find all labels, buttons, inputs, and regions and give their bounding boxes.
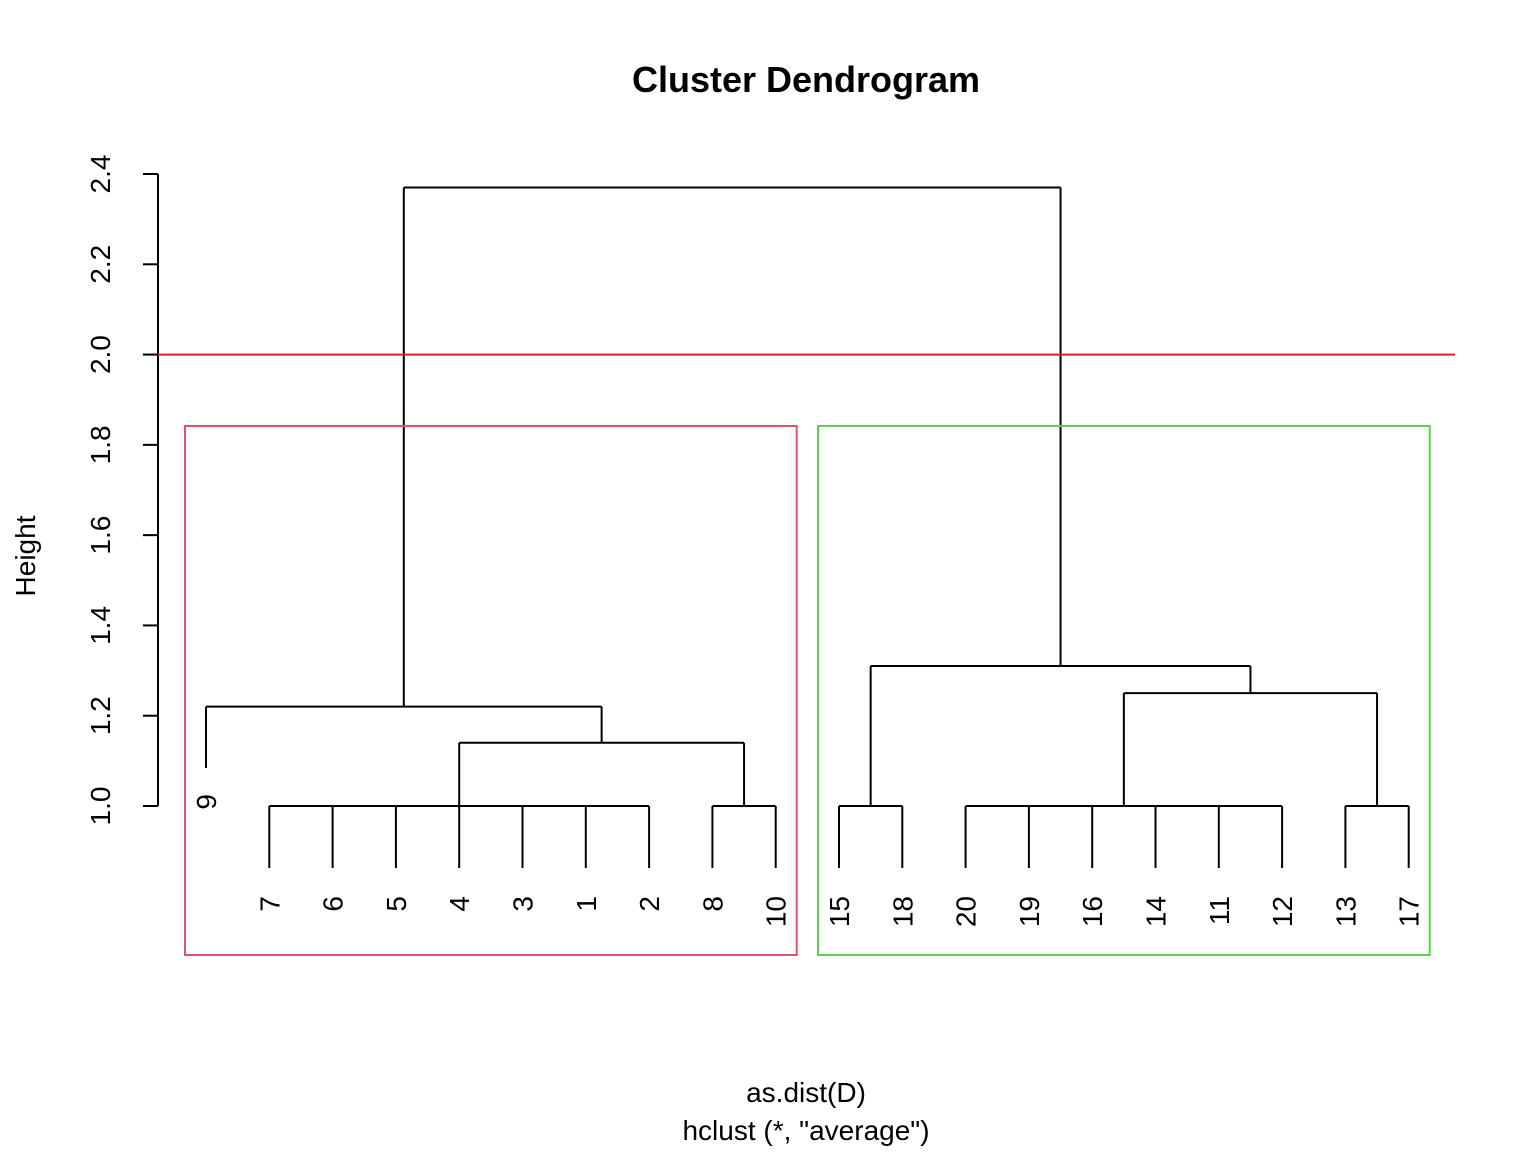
y-tick-label: 2.0: [85, 335, 116, 374]
leaf-label: 18: [887, 896, 918, 927]
x-axis-label: as.dist(D): [746, 1077, 866, 1108]
leaf-label: 6: [318, 896, 349, 912]
leaf-labels: 97 6 5 4 3 1 2 8 10 15 18 20 19 16 14 11 12 13 17: [191, 794, 1425, 927]
cluster-box-1: [184, 425, 798, 956]
y-tick-label: 2.4: [85, 155, 116, 194]
chart-title: Cluster Dendrogram: [632, 59, 980, 100]
y-tick-label: 1.0: [85, 787, 116, 826]
leaf-label: 15: [824, 896, 855, 927]
leaf-label: 11: [1204, 896, 1235, 925]
leaf-label: 14: [1141, 896, 1172, 927]
leaf-label: 8: [697, 896, 728, 912]
y-tick-label: 1.8: [85, 425, 116, 464]
y-tick-label: 1.2: [85, 696, 116, 735]
y-tick-label: 1.6: [85, 516, 116, 555]
y-axis-label: Height: [10, 515, 41, 596]
leaf-label: 3: [508, 896, 539, 912]
y-tick-label: 2.2: [85, 245, 116, 284]
leaf-label: 5: [381, 896, 412, 912]
cluster-boxes: [184, 425, 1431, 956]
leaf-label: 12: [1267, 896, 1298, 927]
y-tick-label: 1.4: [85, 606, 116, 645]
dendrogram-tree: [205, 186, 1410, 868]
subtitle: hclust (*, "average"): [682, 1115, 929, 1146]
leaf-label: 19: [1014, 896, 1045, 927]
leaf-label: 2: [634, 896, 665, 912]
leaf-label: 4: [444, 896, 475, 912]
leaf-label: 10: [761, 896, 792, 927]
leaf-label: 13: [1330, 896, 1361, 927]
leaf-label: 1: [571, 896, 602, 912]
leaf-label: 17: [1394, 896, 1425, 927]
leaf-label: 16: [1077, 896, 1108, 927]
y-axis: 1.0 1.2 1.4 1.6 1.8 2.0 2.2 2.4: [85, 155, 159, 826]
leaf-label: 9: [191, 794, 222, 810]
cluster-box-2: [817, 425, 1431, 956]
leaf-label: 7: [254, 896, 285, 912]
leaf-label: 20: [951, 896, 982, 927]
